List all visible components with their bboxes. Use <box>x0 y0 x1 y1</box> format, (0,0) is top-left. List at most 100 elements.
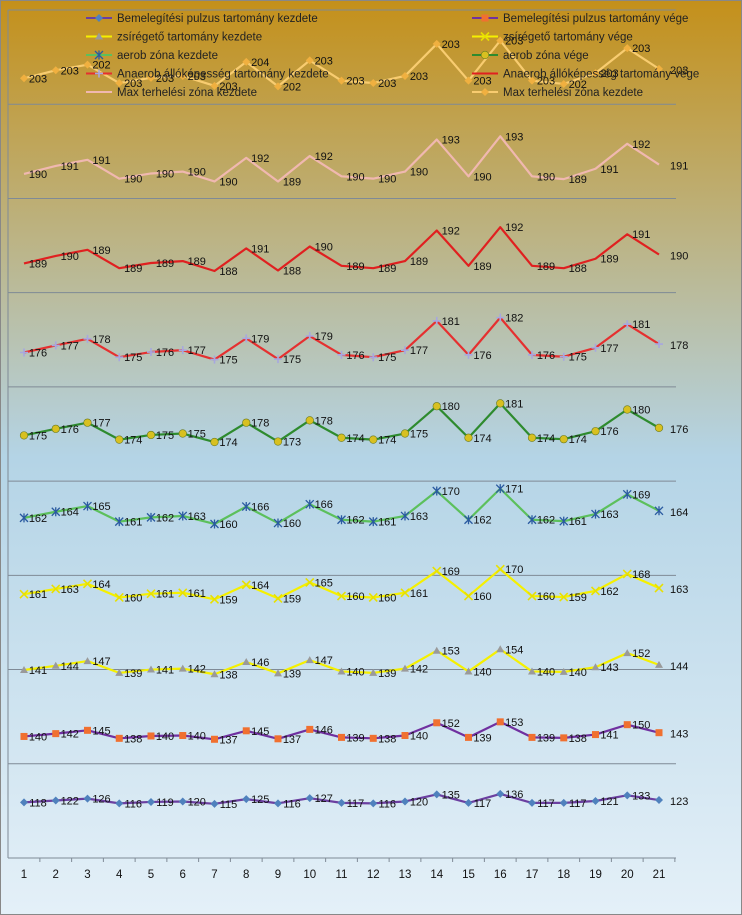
data-label: 159 <box>219 594 237 606</box>
data-label: 117 <box>347 798 365 810</box>
data-label: 190 <box>346 171 364 183</box>
data-point <box>591 509 600 519</box>
data-point <box>306 725 314 733</box>
data-label: 168 <box>632 569 650 581</box>
data-point <box>115 734 123 742</box>
data-label: 190 <box>473 171 491 183</box>
data-point <box>369 668 378 676</box>
data-label: 163 <box>188 511 206 523</box>
legend: Bemelegítési pulzus tartomány kezdete Bem… <box>86 13 699 99</box>
data-label: 190 <box>219 176 237 188</box>
data-label: 138 <box>569 733 587 745</box>
data-point <box>368 517 378 527</box>
data-label: 175 <box>188 429 206 441</box>
data-point <box>559 592 569 602</box>
data-label: 174 <box>569 434 587 446</box>
data-point <box>400 511 410 521</box>
data-point <box>590 586 601 596</box>
data-label: 139 <box>537 732 555 744</box>
data-label: 163 <box>61 584 79 596</box>
legend-item: aerob zóna kezdete <box>86 50 218 62</box>
data-label: 193 <box>505 131 523 143</box>
data-point <box>622 489 632 499</box>
data-point <box>82 579 93 589</box>
data-label: 160 <box>124 592 142 604</box>
data-point <box>337 515 346 525</box>
x-tick-label: 19 <box>589 869 602 881</box>
data-point <box>273 437 283 446</box>
data-label: 192 <box>315 151 333 163</box>
data-label: 177 <box>92 418 110 430</box>
data-point <box>242 658 251 666</box>
data-label: 169 <box>442 566 460 578</box>
data-point <box>464 798 473 807</box>
data-label: 203 <box>505 36 523 48</box>
data-point <box>115 668 124 676</box>
data-point <box>496 789 505 798</box>
data-label: 121 <box>600 796 618 808</box>
data-label: 142 <box>188 664 206 676</box>
data-point <box>51 796 60 805</box>
data-point <box>274 799 282 808</box>
data-label: 175 <box>410 429 428 441</box>
data-point <box>401 346 409 355</box>
data-label: 159 <box>283 593 301 605</box>
data-point <box>623 320 632 329</box>
data-point <box>464 433 473 442</box>
data-label: 171 <box>505 484 523 496</box>
data-label: 178 <box>92 334 110 346</box>
data-label: 138 <box>219 669 237 681</box>
data-label: 170 <box>505 564 523 576</box>
data-label: 117 <box>537 798 555 810</box>
data-label: 173 <box>283 437 301 449</box>
data-label: 191 <box>61 161 79 173</box>
data-label: 178 <box>251 418 269 430</box>
x-tick-label: 9 <box>275 869 281 881</box>
data-point <box>623 649 632 657</box>
data-point <box>147 665 155 673</box>
data-label: 140 <box>537 666 555 678</box>
data-point <box>19 513 29 523</box>
data-point <box>83 501 92 511</box>
x-tick-label: 11 <box>336 869 348 881</box>
data-point <box>623 405 632 414</box>
data-point <box>654 583 664 593</box>
x-tick-label: 5 <box>148 869 154 881</box>
data-label: 204 <box>251 57 269 69</box>
data-label: 178 <box>315 415 333 427</box>
series-6: 175 176 177 174 175 175 174 178 173 178 174 174 175 1… <box>19 398 688 449</box>
data-point <box>95 69 103 78</box>
data-label: 161 <box>156 589 174 601</box>
series-1: 118 122 126 116 119 120 115 125 116 127 117 116 120 1… <box>20 789 688 811</box>
data-point <box>337 798 346 807</box>
data-label: 116 <box>378 798 396 810</box>
data-label: 190 <box>156 168 174 180</box>
data-point <box>20 732 28 740</box>
data-point <box>114 592 124 603</box>
data-label: 176 <box>156 347 174 359</box>
x-tick-label: 12 <box>367 869 380 881</box>
data-label: 176 <box>537 350 555 362</box>
data-label: 175 <box>569 352 587 364</box>
data-label: 176 <box>473 350 491 362</box>
data-label: 202 <box>569 79 587 91</box>
data-point <box>211 735 218 743</box>
data-point <box>432 39 441 48</box>
series-7: 176 177 178 175 176 177 175 179 175 179 176 175 177 1… <box>20 313 688 367</box>
data-point <box>527 515 537 525</box>
data-label: 189 <box>124 263 142 275</box>
data-point <box>274 669 282 677</box>
data-label: 202 <box>283 81 301 93</box>
data-label: 165 <box>315 577 333 589</box>
data-label: 165 <box>92 501 110 513</box>
data-point <box>655 796 663 805</box>
x-tick-label: 18 <box>557 869 570 881</box>
data-label: 203 <box>670 65 688 77</box>
data-point <box>591 796 600 805</box>
x-tick-label: 13 <box>399 869 412 881</box>
data-label: 140 <box>473 666 491 678</box>
data-label: 176 <box>670 424 688 436</box>
data-label: 140 <box>346 666 364 678</box>
data-point <box>338 733 345 741</box>
x-tick-label: 6 <box>180 869 186 881</box>
